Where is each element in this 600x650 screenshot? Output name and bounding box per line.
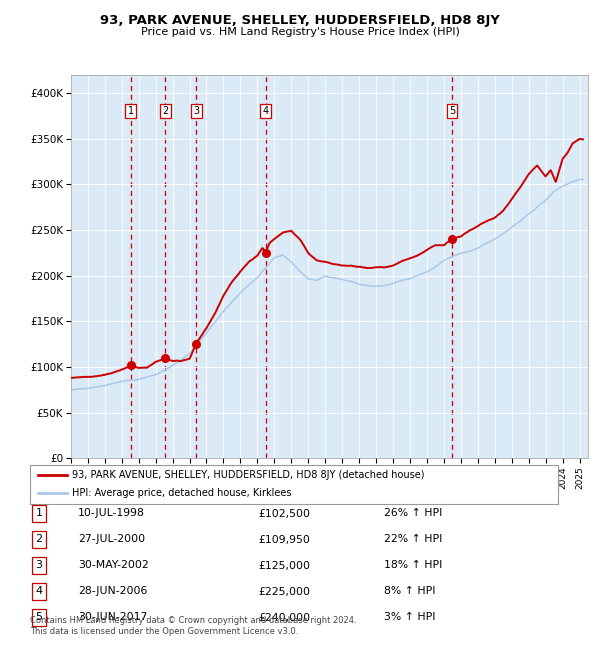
Text: £125,000: £125,000: [258, 560, 310, 571]
Text: 1: 1: [35, 508, 43, 519]
Text: £240,000: £240,000: [258, 612, 310, 623]
Text: 5: 5: [449, 106, 455, 116]
Text: HPI: Average price, detached house, Kirklees: HPI: Average price, detached house, Kirk…: [72, 488, 292, 498]
Text: 2: 2: [35, 534, 43, 545]
Text: 5: 5: [35, 612, 43, 623]
Text: 30-JUN-2017: 30-JUN-2017: [78, 612, 148, 623]
Text: Contains HM Land Registry data © Crown copyright and database right 2024.
This d: Contains HM Land Registry data © Crown c…: [30, 616, 356, 636]
Text: 3% ↑ HPI: 3% ↑ HPI: [384, 612, 436, 623]
Text: 27-JUL-2000: 27-JUL-2000: [78, 534, 145, 545]
Text: 2: 2: [162, 106, 169, 116]
Text: 28-JUN-2006: 28-JUN-2006: [78, 586, 148, 597]
Text: 3: 3: [35, 560, 43, 571]
Text: 3: 3: [193, 106, 200, 116]
Text: 10-JUL-1998: 10-JUL-1998: [78, 508, 145, 519]
Text: 1: 1: [128, 106, 134, 116]
Text: 8% ↑ HPI: 8% ↑ HPI: [384, 586, 436, 597]
Text: 22% ↑ HPI: 22% ↑ HPI: [384, 534, 442, 545]
Text: Price paid vs. HM Land Registry's House Price Index (HPI): Price paid vs. HM Land Registry's House …: [140, 27, 460, 37]
Text: £225,000: £225,000: [258, 586, 310, 597]
Text: 93, PARK AVENUE, SHELLEY, HUDDERSFIELD, HD8 8JY (detached house): 93, PARK AVENUE, SHELLEY, HUDDERSFIELD, …: [72, 471, 425, 480]
Text: £109,950: £109,950: [258, 534, 310, 545]
Text: 4: 4: [263, 106, 269, 116]
Text: 18% ↑ HPI: 18% ↑ HPI: [384, 560, 442, 571]
Text: 4: 4: [35, 586, 43, 597]
Text: 30-MAY-2002: 30-MAY-2002: [78, 560, 149, 571]
Text: 93, PARK AVENUE, SHELLEY, HUDDERSFIELD, HD8 8JY: 93, PARK AVENUE, SHELLEY, HUDDERSFIELD, …: [100, 14, 500, 27]
Text: 26% ↑ HPI: 26% ↑ HPI: [384, 508, 442, 519]
Text: £102,500: £102,500: [258, 508, 310, 519]
